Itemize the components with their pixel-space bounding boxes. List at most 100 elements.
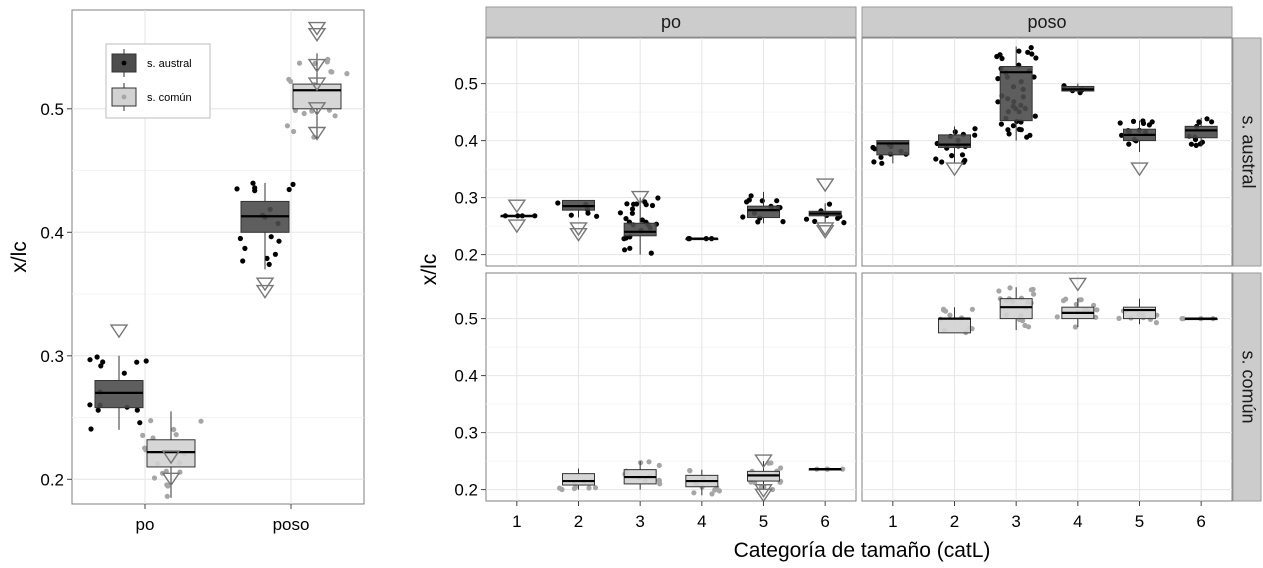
data-point xyxy=(996,288,1002,294)
data-point xyxy=(755,219,761,225)
data-point xyxy=(1196,119,1202,125)
data-point xyxy=(1020,318,1026,324)
data-point xyxy=(812,218,818,224)
box-poso-5 xyxy=(1116,298,1160,326)
x-tick-label: 2 xyxy=(950,512,959,531)
legend-label: s. común xyxy=(147,92,192,104)
data-point xyxy=(1117,120,1123,126)
x-tick-label: 3 xyxy=(635,512,644,531)
outlier-marker xyxy=(815,178,835,193)
legend-key xyxy=(111,49,137,77)
legend: s. austral s. común xyxy=(105,43,211,119)
data-point xyxy=(634,201,640,207)
data-point xyxy=(142,445,148,451)
outlier-marker xyxy=(754,454,773,469)
data-point xyxy=(621,236,627,242)
data-point xyxy=(1119,132,1125,138)
data-point xyxy=(1031,74,1037,80)
data-point xyxy=(947,312,953,318)
data-point xyxy=(594,213,600,219)
data-point xyxy=(774,198,780,204)
panel-background xyxy=(485,272,857,502)
data-point xyxy=(266,261,272,267)
box-po-s1 xyxy=(140,411,204,499)
data-point xyxy=(969,306,976,312)
outlier-marker xyxy=(307,28,327,42)
data-point xyxy=(165,483,171,489)
box xyxy=(938,318,971,334)
facet-strip-label: poso xyxy=(1027,12,1066,32)
box xyxy=(292,83,342,110)
data-point xyxy=(642,199,648,205)
data-point xyxy=(148,418,154,424)
data-point xyxy=(94,354,100,360)
data-point xyxy=(879,160,885,166)
box-po-3 xyxy=(617,190,661,256)
data-point xyxy=(1032,113,1038,119)
data-point xyxy=(748,193,754,199)
outlier-marker xyxy=(307,126,327,141)
facet-panel xyxy=(485,272,857,503)
outlier-marker xyxy=(569,222,588,237)
data-point xyxy=(1209,119,1215,125)
data-point xyxy=(332,113,338,119)
data-point xyxy=(268,234,274,240)
data-point xyxy=(164,493,170,499)
y-tick-label: 0.5 xyxy=(454,75,478,94)
data-point xyxy=(1005,127,1011,133)
data-point xyxy=(759,198,765,204)
data-point xyxy=(1180,316,1186,322)
outlier-marker xyxy=(161,450,181,465)
y-tick-label: 0.3 xyxy=(454,189,478,208)
box-po-3 xyxy=(622,459,663,490)
data-point xyxy=(691,490,697,496)
box-po-s0 xyxy=(87,324,149,432)
data-point xyxy=(1199,139,1205,145)
outlier-marker xyxy=(307,21,327,36)
data-point xyxy=(242,245,248,251)
data-point xyxy=(803,216,810,222)
data-point xyxy=(1149,119,1155,125)
box-poso-2 xyxy=(938,306,976,336)
data-point xyxy=(301,110,307,117)
facet-panel xyxy=(485,37,857,267)
outlier-marker xyxy=(754,484,773,499)
data-point xyxy=(624,201,630,207)
data-point xyxy=(1024,134,1030,140)
data-point xyxy=(933,156,939,162)
data-point xyxy=(1072,324,1078,330)
data-point xyxy=(1054,314,1060,320)
data-point xyxy=(617,210,624,216)
box-po-2 xyxy=(555,199,600,242)
data-point xyxy=(568,212,574,218)
data-point xyxy=(629,210,636,216)
overview-boxplot: 0.2 0.3 0.4 0.5 po poso x/lc s. austral s. común xyxy=(8,9,365,534)
data-point xyxy=(134,359,140,365)
data-point xyxy=(744,199,750,205)
x-tick-label: 6 xyxy=(820,512,829,531)
box xyxy=(747,205,780,219)
data-point xyxy=(296,60,303,66)
data-point xyxy=(709,491,715,497)
data-point xyxy=(555,200,561,206)
y-tick-label: 0.4 xyxy=(454,367,478,386)
y-tick-label: 0.3 xyxy=(454,424,478,443)
data-point xyxy=(291,128,297,135)
data-point xyxy=(972,132,978,138)
data-point xyxy=(952,129,958,135)
box xyxy=(562,473,595,486)
box-po-5 xyxy=(740,191,786,225)
data-point xyxy=(648,250,654,256)
outlier-marker xyxy=(507,219,527,234)
data-point xyxy=(264,255,270,261)
data-point xyxy=(252,185,258,191)
data-point xyxy=(171,426,177,433)
facet-strip-right xyxy=(1232,37,1262,267)
x-tick-label: 3 xyxy=(1011,512,1020,531)
data-point xyxy=(1018,127,1024,133)
data-point xyxy=(173,432,179,438)
outlier-marker xyxy=(945,162,964,177)
data-point xyxy=(284,123,290,129)
data-point xyxy=(778,465,784,471)
